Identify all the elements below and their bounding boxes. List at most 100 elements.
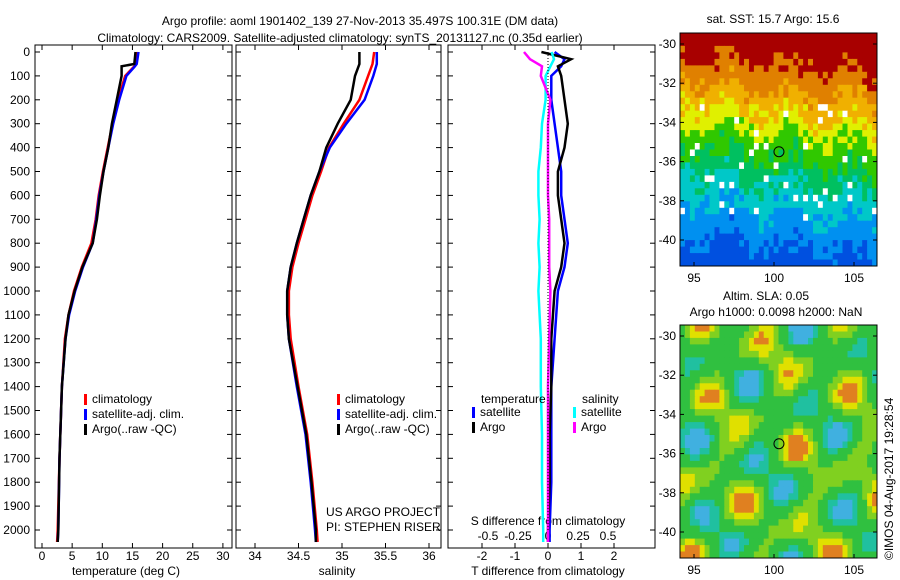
- sla-cell: [867, 551, 873, 559]
- sla-cell: [704, 454, 710, 462]
- sla-cell: [739, 409, 745, 417]
- sla-cell: [832, 460, 839, 468]
- sst-cell: [827, 246, 834, 254]
- sst-cell: [783, 175, 789, 183]
- sst-cell: [788, 227, 794, 235]
- sla-cell: [734, 415, 740, 423]
- sst-cell: [817, 78, 824, 86]
- sla-cell: [680, 551, 686, 559]
- sst-cell: [832, 143, 839, 150]
- sal-legend-label: climatology: [345, 392, 405, 406]
- sla-cell: [798, 480, 804, 488]
- sla-cell: [684, 499, 691, 507]
- sla-cell: [773, 435, 779, 442]
- sla-cell: [709, 337, 715, 345]
- sst-cell: [783, 149, 789, 157]
- sst-cell: [842, 207, 848, 215]
- sst-cell: [852, 246, 858, 254]
- sla-cell: [793, 383, 799, 391]
- depth-tick-label: 700: [10, 212, 30, 226]
- sla-cell: [768, 370, 774, 378]
- sst-cell: [694, 71, 701, 79]
- sla-cell: [808, 512, 814, 520]
- sla-cell: [832, 486, 839, 494]
- sst-cell: [729, 175, 735, 183]
- sst-cell: [778, 123, 784, 131]
- sla-cell: [763, 383, 770, 391]
- sla-cell: [857, 486, 863, 494]
- sst-cell: [788, 194, 794, 202]
- sst-cell: [689, 71, 696, 79]
- sst-cell: [694, 207, 701, 215]
- sla-cell: [753, 512, 760, 520]
- sla-cell: [842, 493, 848, 501]
- sst-cell: [817, 65, 824, 73]
- sst-cell: [862, 91, 868, 99]
- sst-cell: [699, 246, 706, 254]
- sla-cell: [822, 350, 829, 358]
- sla-cell: [699, 460, 706, 468]
- sla-cell: [788, 337, 794, 345]
- sst-cell: [699, 253, 706, 261]
- sst-cell: [773, 84, 779, 92]
- sla-cell: [867, 448, 873, 455]
- sla-cell: [684, 370, 691, 378]
- sst-cell: [724, 110, 730, 118]
- sla-cell: [704, 402, 710, 410]
- s-diff-tick-label: -0.25: [504, 529, 532, 543]
- sst-cell: [793, 240, 799, 248]
- sla-cell: [753, 337, 760, 345]
- sst-cell: [680, 110, 686, 118]
- sla-cell: [852, 448, 858, 455]
- sst-cell: [768, 259, 774, 267]
- sla-cell: [714, 402, 720, 410]
- sst-cell: [822, 175, 829, 183]
- sla-cell: [729, 473, 735, 481]
- sla-cell: [842, 325, 848, 332]
- sla-cell: [778, 383, 784, 391]
- sst-cell: [709, 253, 715, 261]
- sla-cell: [867, 422, 873, 430]
- sst-cell: [827, 259, 834, 267]
- sst-cell: [749, 233, 755, 241]
- sla-cell: [817, 337, 824, 345]
- sst-cell: [704, 78, 710, 86]
- sst-cell: [778, 136, 784, 144]
- sla-cell: [872, 409, 878, 417]
- depth-tick-label: 1900: [3, 499, 30, 513]
- sst-cell: [739, 58, 745, 66]
- sla-cell: [753, 350, 760, 358]
- sst-cell: [734, 136, 740, 144]
- sst-cell: [694, 65, 701, 73]
- sst-cell: [744, 117, 750, 125]
- sla-cell: [699, 357, 706, 365]
- sla-cell: [847, 422, 853, 430]
- sla-cell: [714, 460, 720, 468]
- sst-cell: [753, 149, 760, 157]
- sst-cell: [827, 110, 834, 118]
- sst-cell: [714, 240, 720, 248]
- sla-cell: [714, 454, 720, 462]
- sla-cell: [768, 480, 774, 488]
- sst-cell: [714, 39, 720, 47]
- sst-cell: [778, 45, 784, 53]
- sst-cell: [699, 240, 706, 248]
- sla-cell: [837, 460, 843, 468]
- sla-cell: [867, 325, 873, 332]
- sst-cell: [714, 207, 720, 215]
- sst-cell: [739, 149, 745, 157]
- sst-cell: [827, 33, 834, 40]
- sst-cell: [798, 45, 804, 53]
- sst-cell: [798, 214, 804, 222]
- sst-cell: [694, 168, 701, 176]
- sla-cell: [744, 545, 750, 553]
- sla-cell: [867, 370, 873, 378]
- sst-cell: [709, 149, 715, 157]
- sst-cell: [753, 65, 760, 73]
- sla-cell: [778, 363, 784, 371]
- sst-cell: [714, 175, 720, 183]
- sst-cell: [808, 246, 814, 254]
- sla-cell: [729, 370, 735, 378]
- sla-cell: [862, 415, 868, 423]
- sst-cell: [793, 181, 799, 189]
